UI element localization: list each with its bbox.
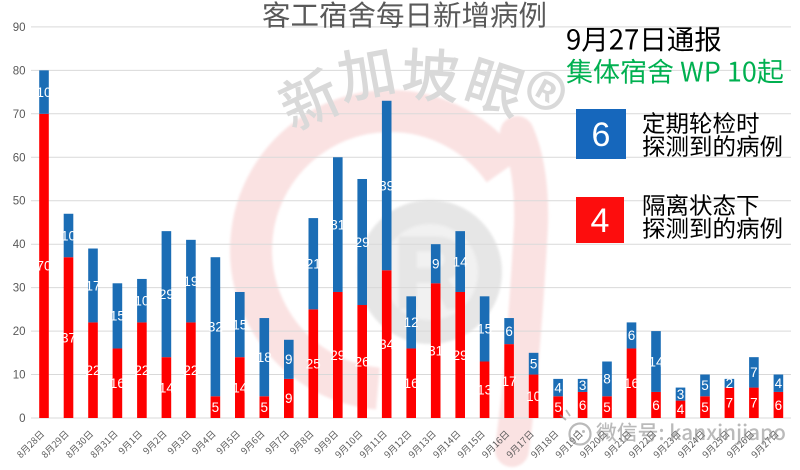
svg-text:14: 14 xyxy=(453,254,469,269)
svg-text:30: 30 xyxy=(13,283,26,295)
svg-text:3: 3 xyxy=(677,387,685,402)
svg-text:17: 17 xyxy=(502,374,517,389)
svg-text:22: 22 xyxy=(183,363,198,378)
svg-text:80: 80 xyxy=(13,65,26,77)
svg-text:5: 5 xyxy=(701,378,709,393)
svg-text:12: 12 xyxy=(404,315,419,330)
svg-text:15: 15 xyxy=(477,322,492,337)
svg-text:6: 6 xyxy=(592,116,611,154)
svg-text:20: 20 xyxy=(13,326,26,338)
svg-text:70: 70 xyxy=(36,259,51,274)
svg-text:39: 39 xyxy=(379,178,394,193)
svg-text:90: 90 xyxy=(13,22,26,34)
svg-text:9: 9 xyxy=(432,257,440,272)
svg-text:13: 13 xyxy=(477,383,492,398)
svg-text:5: 5 xyxy=(261,400,269,415)
svg-text:22: 22 xyxy=(134,363,149,378)
svg-text:14: 14 xyxy=(648,354,664,369)
svg-text:8: 8 xyxy=(603,372,611,387)
svg-text:21: 21 xyxy=(306,257,321,272)
svg-text:18: 18 xyxy=(257,350,272,365)
svg-text:31: 31 xyxy=(428,343,443,358)
svg-text:16: 16 xyxy=(110,376,125,391)
svg-text:6: 6 xyxy=(652,398,660,413)
svg-text:10: 10 xyxy=(61,228,76,243)
svg-text:34: 34 xyxy=(379,337,395,352)
svg-text:3: 3 xyxy=(579,378,587,393)
svg-text:14: 14 xyxy=(232,380,248,395)
svg-text:5: 5 xyxy=(530,357,538,372)
svg-text:R: R xyxy=(394,217,466,329)
svg-text:17: 17 xyxy=(85,278,100,293)
svg-text:15: 15 xyxy=(232,317,247,332)
svg-text:10: 10 xyxy=(526,389,541,404)
svg-text:50: 50 xyxy=(13,196,26,208)
svg-text:15: 15 xyxy=(110,309,125,324)
svg-text:4: 4 xyxy=(591,202,610,240)
svg-text:7: 7 xyxy=(726,396,734,411)
svg-text:9: 9 xyxy=(285,391,293,406)
svg-text:10: 10 xyxy=(134,294,149,309)
svg-text:37: 37 xyxy=(61,330,76,345)
svg-text:6: 6 xyxy=(505,324,513,339)
svg-text:25: 25 xyxy=(306,357,321,372)
svg-text:5: 5 xyxy=(212,400,220,415)
svg-text:29: 29 xyxy=(453,348,468,363)
svg-text:2: 2 xyxy=(726,376,734,391)
svg-text:19: 19 xyxy=(183,274,198,289)
svg-text:10: 10 xyxy=(13,370,26,382)
svg-text:40: 40 xyxy=(13,239,26,251)
svg-text:16: 16 xyxy=(404,376,419,391)
svg-text:9: 9 xyxy=(285,352,293,367)
svg-text:14: 14 xyxy=(159,380,175,395)
svg-text:7: 7 xyxy=(750,396,758,411)
svg-text:70: 70 xyxy=(13,109,26,121)
svg-text:6: 6 xyxy=(579,398,587,413)
svg-text:5: 5 xyxy=(603,400,611,415)
svg-text:60: 60 xyxy=(13,152,26,164)
svg-text:31: 31 xyxy=(330,217,345,232)
svg-text:29: 29 xyxy=(355,235,370,250)
svg-text:29: 29 xyxy=(159,287,174,302)
svg-text:4: 4 xyxy=(677,402,685,417)
svg-text:26: 26 xyxy=(355,354,370,369)
svg-text:32: 32 xyxy=(208,320,223,335)
svg-text:22: 22 xyxy=(85,363,100,378)
svg-text:29: 29 xyxy=(330,348,345,363)
svg-text:16: 16 xyxy=(624,376,639,391)
svg-text:4: 4 xyxy=(554,380,562,395)
svg-text:10: 10 xyxy=(36,85,51,100)
svg-text:4: 4 xyxy=(775,376,783,391)
svg-text:6: 6 xyxy=(628,328,636,343)
svg-text:5: 5 xyxy=(554,400,562,415)
svg-text:5: 5 xyxy=(701,400,709,415)
svg-text:0: 0 xyxy=(19,413,25,425)
svg-text:7: 7 xyxy=(750,365,758,380)
svg-text:6: 6 xyxy=(775,398,783,413)
